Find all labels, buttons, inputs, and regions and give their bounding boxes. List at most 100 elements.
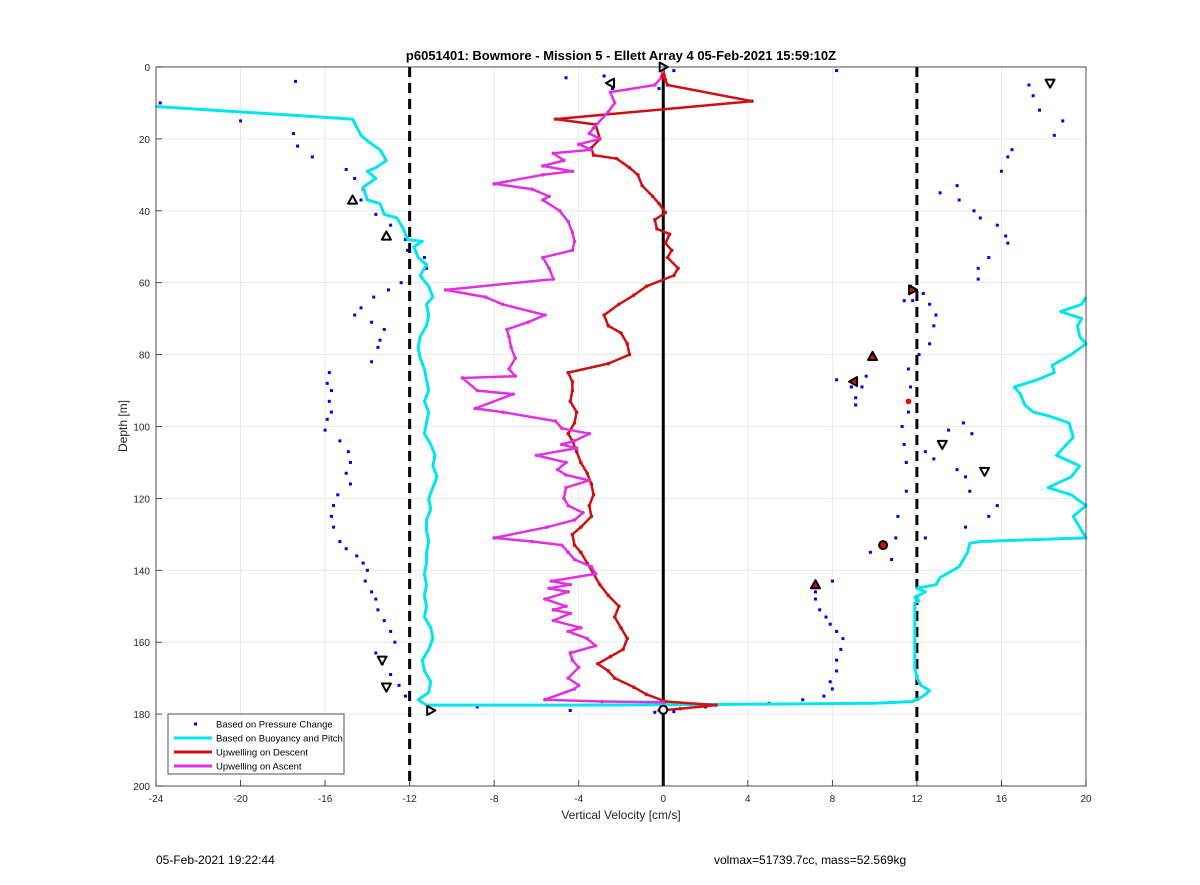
series-point-3 [585, 636, 589, 641]
x-tick-label: -16 [318, 794, 333, 805]
series-point-3 [540, 255, 545, 260]
series-point-2 [572, 543, 577, 547]
y-tick-label: 80 [139, 351, 151, 362]
series-point-2 [566, 370, 570, 375]
series-line-2 [554, 68, 754, 712]
pressure-point [987, 514, 991, 518]
series-point-2 [612, 615, 617, 619]
pressure-point [904, 460, 908, 464]
series-point-3 [540, 164, 545, 168]
pressure-point [835, 669, 839, 673]
pressure-point [568, 709, 572, 713]
pressure-point [864, 374, 868, 378]
series-point-3 [570, 230, 575, 235]
pressure-point [894, 536, 898, 540]
pressure-point [828, 622, 832, 626]
series-point-3 [492, 182, 496, 186]
pressure-point [361, 561, 365, 565]
series-point-2 [672, 273, 676, 278]
pressure-point [657, 87, 661, 91]
series-point-3 [492, 536, 496, 540]
series-point-2 [566, 431, 570, 436]
pressure-point [961, 421, 965, 425]
footer-timestamp: 05-Feb-2021 19:22:44 [156, 853, 275, 867]
pressure-point [425, 266, 429, 270]
series-point-3 [572, 239, 577, 244]
pressure-point [835, 658, 839, 662]
series-point-3 [551, 151, 556, 156]
series-point-2 [653, 217, 657, 222]
pressure-point [860, 385, 864, 389]
pressure-point [923, 450, 927, 454]
pressure-point [1027, 83, 1031, 87]
pressure-point [374, 212, 378, 216]
series-point-2 [591, 153, 596, 157]
pressure-point [1038, 108, 1041, 112]
legend-label-0: Based on Pressure Change [216, 720, 333, 731]
pressure-point [868, 550, 872, 554]
series-point-3 [564, 485, 568, 490]
series-point-3 [568, 611, 573, 616]
series-point-3 [560, 543, 564, 547]
series-point-2 [570, 532, 575, 537]
pressure-point [353, 313, 357, 317]
event-triangle-left-marker [848, 376, 859, 388]
pressure-point [928, 342, 932, 346]
tick-layer: -24 -20 -16 -12 -8 -4 0 4 8 12 16 20020406080100120… [133, 63, 1092, 805]
y-axis-label: Depth [m] [116, 400, 130, 452]
pressure-point [653, 710, 657, 714]
series-point-2 [667, 232, 672, 236]
pressure-point [839, 647, 843, 651]
series-point-2 [591, 493, 596, 497]
event-triangle-right-marker [908, 284, 919, 296]
event-triangle-up-marker [867, 350, 879, 361]
series-point-3 [593, 572, 598, 576]
legend-label-3: Upwelling on Ascent [216, 762, 302, 773]
y-tick-label: 200 [133, 782, 150, 793]
series-point-3 [557, 209, 562, 213]
series-point-3 [574, 446, 579, 450]
series-line-3 [444, 68, 665, 704]
series-point-3 [500, 302, 505, 307]
series-point-3 [661, 700, 666, 705]
event-triangle-down-marker [979, 466, 991, 477]
series-point-3 [460, 376, 465, 380]
series-point-2 [665, 255, 670, 260]
pressure-point [1052, 133, 1056, 137]
series-point-2 [579, 460, 583, 465]
series-point-2 [619, 331, 623, 335]
series-point-2 [625, 636, 630, 641]
series-point-2 [640, 183, 644, 188]
series-point-3 [587, 431, 592, 436]
x-tick-label: -4 [574, 794, 583, 805]
grid-layer [155, 66, 1087, 787]
pressure-point [923, 536, 927, 540]
pressure-point [294, 79, 297, 83]
pressure-point [355, 554, 359, 558]
series-point-3 [540, 173, 545, 177]
series-point-3 [570, 248, 575, 253]
series-point-2 [627, 165, 632, 170]
pressure-point [370, 320, 374, 324]
series-point-3 [562, 496, 566, 501]
series-point-3 [564, 604, 568, 609]
pressure-point [382, 619, 386, 623]
pressure-point [1004, 234, 1008, 238]
series-point-2 [650, 194, 655, 199]
pressure-point [376, 608, 380, 612]
pressure-point [995, 223, 999, 227]
series-point-3 [564, 473, 568, 477]
pressure-point [964, 525, 968, 529]
series-point-3 [587, 478, 592, 483]
pressure-point [365, 568, 369, 572]
pressure-point [972, 209, 976, 213]
x-tick-label: -24 [149, 794, 164, 805]
pressure-point [338, 439, 342, 443]
pressure-point [906, 410, 910, 414]
series-point-2 [663, 241, 668, 245]
series-point-2 [631, 685, 636, 689]
pressure-point [978, 216, 982, 220]
series-point-3 [589, 564, 594, 569]
series-point-2 [619, 626, 623, 630]
